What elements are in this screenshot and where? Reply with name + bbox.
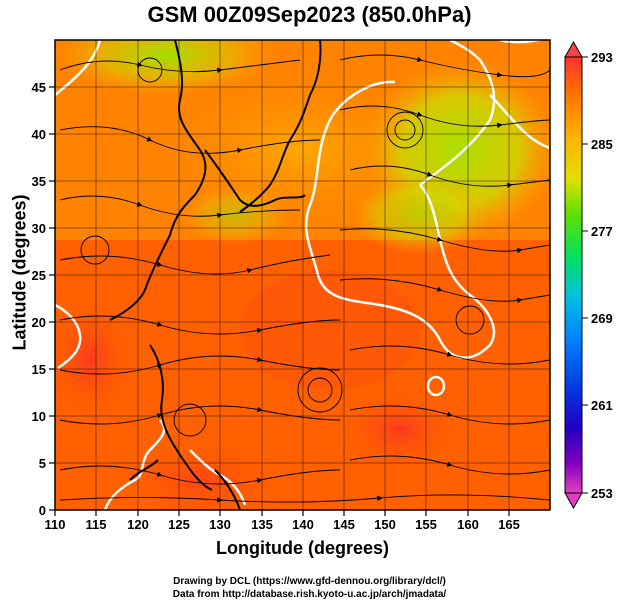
x-tick-label: 120 xyxy=(127,517,149,532)
credit-drawing: Drawing by DCL (https://www.gfd-dennou.o… xyxy=(173,576,446,587)
colorbar-label: 261 xyxy=(591,398,613,413)
y-tick-label: 15 xyxy=(32,362,46,377)
y-tick-label: 30 xyxy=(32,221,46,236)
y-tick-labels: 0 5 10 15 20 25 30 35 40 45 xyxy=(32,80,46,518)
x-tick-label: 140 xyxy=(292,517,314,532)
wind-streamlines xyxy=(59,54,550,503)
y-tick-label: 20 xyxy=(32,315,46,330)
chart-title: GSM 00Z09Sep2023 (850.0hPa) xyxy=(147,2,472,27)
x-tick-label: 130 xyxy=(209,517,231,532)
colorbar-label: 253 xyxy=(591,486,613,501)
x-tick-label: 125 xyxy=(168,517,190,532)
y-tick-label: 10 xyxy=(32,409,46,424)
x-tick-label: 115 xyxy=(86,517,107,532)
y-tick-label: 5 xyxy=(39,456,46,471)
colorbar-label: 269 xyxy=(591,311,613,326)
colorbar: 293 285 277 269 261 253 xyxy=(564,40,613,510)
colorbar-label: 277 xyxy=(591,224,613,239)
colorbar-min-arrow xyxy=(564,492,583,510)
colorbar-max-arrow xyxy=(564,40,583,58)
x-tick-label: 145 xyxy=(333,517,355,532)
temperature-field xyxy=(55,40,550,510)
colorbar-label: 285 xyxy=(591,137,613,152)
axis-ticks xyxy=(49,86,510,516)
x-tick-label: 160 xyxy=(457,517,479,532)
x-tick-label: 110 xyxy=(45,517,66,532)
isotherm-contours xyxy=(55,40,550,510)
x-tick-label: 150 xyxy=(374,517,396,532)
y-tick-label: 25 xyxy=(32,268,46,283)
y-tick-label: 0 xyxy=(39,503,46,518)
x-tick-label: 165 xyxy=(498,517,520,532)
x-tick-label: 155 xyxy=(415,517,437,532)
x-tick-label: 135 xyxy=(251,517,273,532)
y-tick-label: 35 xyxy=(32,174,46,189)
y-tick-label: 40 xyxy=(32,127,46,142)
y-tick-label: 45 xyxy=(32,80,46,95)
y-axis-label: Latitude (degrees) xyxy=(9,194,30,351)
colorbar-label: 293 xyxy=(591,50,613,65)
credit-data: Data from http://database.rish.kyoto-u.a… xyxy=(172,589,447,600)
x-tick-labels: 110 115 120 125 130 135 140 145 150 155 … xyxy=(45,517,520,532)
x-axis-label: Longitude (degrees) xyxy=(215,538,389,558)
